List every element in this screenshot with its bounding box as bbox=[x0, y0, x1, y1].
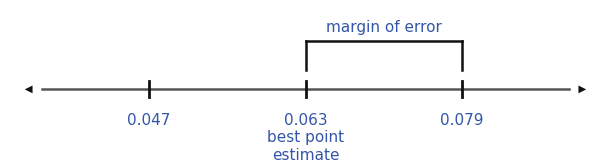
Text: 0.063: 0.063 bbox=[284, 113, 327, 128]
Text: best point
estimate: best point estimate bbox=[267, 130, 344, 163]
Text: 0.047: 0.047 bbox=[128, 113, 170, 128]
Text: margin of error: margin of error bbox=[326, 20, 442, 35]
Text: 0.079: 0.079 bbox=[440, 113, 484, 128]
